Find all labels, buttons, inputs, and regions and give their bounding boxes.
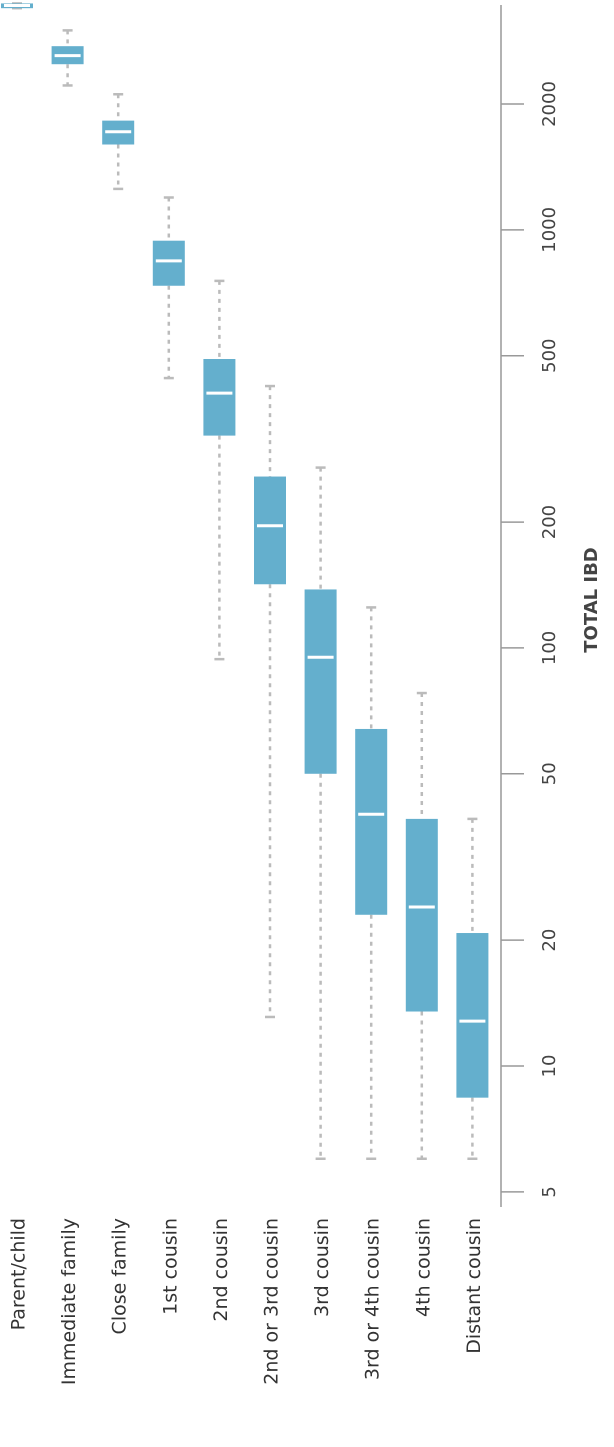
box (405, 818, 438, 1012)
category-label: 1st cousin (159, 1218, 181, 1315)
category-label: Distant cousin (463, 1218, 485, 1354)
category-label: Parent/child (8, 1218, 30, 1330)
y-tick-label: 20 (539, 929, 560, 952)
box (456, 933, 489, 1098)
y-tick-label: 5 (539, 1186, 560, 1197)
category-label: 4th cousin (412, 1218, 434, 1317)
box (152, 240, 185, 286)
y-tick-label: 500 (539, 339, 560, 373)
axis-label: TOTAL IBD (581, 547, 602, 653)
y-tick-label: 10 (539, 1055, 560, 1078)
y-tick-label: 1000 (539, 207, 560, 253)
box (304, 589, 337, 774)
y-tick-label: 50 (539, 762, 560, 785)
y-tick-label: 2000 (539, 81, 560, 127)
category-label: 3rd cousin (311, 1218, 333, 1317)
category-label: 3rd or 4th cousin (362, 1218, 384, 1380)
box (254, 476, 286, 585)
box (203, 359, 236, 436)
y-tick-label: 200 (539, 505, 560, 539)
category-label: 2nd or 3rd cousin (261, 1218, 283, 1385)
y-tick-label: 100 (539, 631, 560, 665)
category-label: 2nd cousin (210, 1218, 232, 1322)
category-label: Immediate family (58, 1218, 80, 1385)
box (355, 728, 388, 915)
category-label: Close family (109, 1218, 131, 1334)
